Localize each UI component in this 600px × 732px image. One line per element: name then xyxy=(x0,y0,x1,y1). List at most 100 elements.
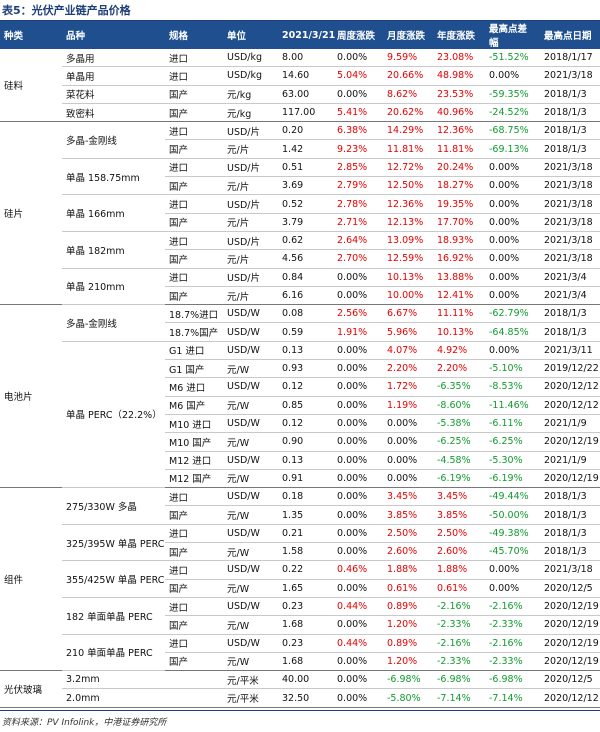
monthly-change-cell: 1.19% xyxy=(383,396,433,415)
spec-cell: 国产 xyxy=(165,579,223,598)
spec-cell: 国产 xyxy=(165,139,223,159)
unit-cell: 元/W xyxy=(223,652,278,672)
peak-diff-cell: -45.70% xyxy=(485,542,540,562)
spec-cell: 进口 xyxy=(165,158,223,178)
yearly-change-cell: 17.70% xyxy=(433,213,485,232)
spec-cell: 进口 xyxy=(165,268,223,287)
price-cell: 8.00 xyxy=(278,49,333,68)
weekly-change-cell: 0.00% xyxy=(333,341,383,361)
unit-cell: 元/W xyxy=(223,432,278,452)
variety-cell: 单晶 210mm xyxy=(62,268,165,306)
spec-cell: 进口 xyxy=(165,231,223,251)
price-cell: 0.13 xyxy=(278,451,333,470)
peak-date-cell: 2021/3/18 xyxy=(540,231,600,251)
price-cell: 3.79 xyxy=(278,213,333,232)
peak-date-cell: 2020/12/19 xyxy=(540,652,600,672)
column-header: 2021/3/21 xyxy=(278,21,335,49)
table-row: M12 进口 USD/W 0.13 0.00% 0.00% -4.58% -5.30% 202… xyxy=(0,451,600,470)
monthly-change-cell: 0.00% xyxy=(383,432,433,452)
table-row: 国产 元/片 1.42 9.23% 11.81% 11.81% -69.13% 2018/1/… xyxy=(0,139,600,159)
price-cell: 0.51 xyxy=(278,158,333,178)
variety-cell: 355/425W 单晶 PERC xyxy=(62,560,165,598)
peak-date-cell: 2021/3/18 xyxy=(540,560,600,580)
table-row: 组件 275/330W 多晶 进口 USD/W 0.18 0.00% 3.45% 3.45% -… xyxy=(0,487,600,672)
unit-cell: 元/W xyxy=(223,469,278,489)
monthly-change-cell: 0.61% xyxy=(383,579,433,598)
yearly-change-cell: 13.88% xyxy=(433,268,485,287)
peak-date-cell: 2018/1/3 xyxy=(540,322,600,342)
table-row: 单晶 158.75mm 进口 USD/片 0.51 2.85% 12.72% 20.24% 0… xyxy=(0,158,600,196)
price-cell: 6.16 xyxy=(278,286,333,306)
price-cell: 0.23 xyxy=(278,597,333,617)
unit-cell: USD/W xyxy=(223,322,278,342)
unit-cell: 元/W xyxy=(223,615,278,635)
peak-diff-cell: 0.00% xyxy=(485,341,540,361)
spec-cell: M10 国产 xyxy=(165,432,223,452)
spec-cell: M12 国产 xyxy=(165,469,223,489)
table-row: M12 国产 元/W 0.91 0.00% 0.00% -6.19% -6.19% 2020/… xyxy=(0,469,600,489)
price-cell: 1.35 xyxy=(278,505,333,525)
peak-date-cell: 2018/1/3 xyxy=(540,487,600,507)
peak-diff-cell: -6.11% xyxy=(485,414,540,434)
unit-cell: 元/平米 xyxy=(223,688,278,708)
spec-cell: M6 进口 xyxy=(165,377,223,397)
monthly-change-cell: 1.20% xyxy=(383,652,433,672)
spec-cell: 进口 xyxy=(165,66,223,86)
price-cell: 0.59 xyxy=(278,322,333,342)
peak-date-cell: 2018/1/3 xyxy=(540,524,600,544)
unit-cell: USD/W xyxy=(223,414,278,434)
unit-cell: 元/W xyxy=(223,505,278,525)
weekly-change-cell: 0.00% xyxy=(333,524,383,544)
price-cell: 1.65 xyxy=(278,579,333,598)
monthly-change-cell: 12.13% xyxy=(383,213,433,232)
monthly-change-cell: 2.60% xyxy=(383,542,433,562)
spec-cell: 国产 xyxy=(165,249,223,269)
peak-date-cell: 2020/12/12 xyxy=(540,377,600,397)
price-cell: 63.00 xyxy=(278,85,333,104)
unit-cell: 元/片 xyxy=(223,286,278,306)
weekly-change-cell: 5.04% xyxy=(333,66,383,86)
table-row: 单晶 210mm 进口 USD/片 0.84 0.00% 10.13% 13.88% 0.00… xyxy=(0,268,600,306)
peak-diff-cell: -69.13% xyxy=(485,139,540,159)
yearly-change-cell: -6.35% xyxy=(433,377,485,397)
yearly-change-cell: 11.11% xyxy=(433,304,485,324)
table-row: 光伏玻璃 3.2mm 元/平米 40.00 0.00% -6.98% -6.98% -6.98… xyxy=(0,670,600,708)
price-cell: 0.13 xyxy=(278,341,333,361)
monthly-change-cell: 8.62% xyxy=(383,85,433,104)
peak-date-cell: 2021/3/11 xyxy=(540,341,600,361)
peak-date-cell: 2020/12/19 xyxy=(540,634,600,653)
category-cell: 硅料 xyxy=(0,49,62,123)
spec-cell: 18.7%国产 xyxy=(165,322,223,342)
peak-diff-cell: -6.19% xyxy=(485,469,540,489)
monthly-change-cell: 9.59% xyxy=(383,49,433,68)
monthly-change-cell: -5.80% xyxy=(383,688,433,708)
price-cell: 0.85 xyxy=(278,396,333,415)
price-cell: 0.20 xyxy=(278,121,333,141)
variety-cell: 多晶-金刚线 xyxy=(62,304,165,342)
table-row: 国产 元/W 1.65 0.00% 0.61% 0.61% 0.00% 2020/12/5 xyxy=(0,579,600,598)
table-row: 硅料 多晶用 进口 USD/kg 8.00 0.00% 9.59% 23.08% -51.52%… xyxy=(0,49,600,123)
variety-cell: 单晶 158.75mm xyxy=(62,158,165,196)
table-row: 电池片 多晶-金刚线 18.7%进口 USD/W 0.08 2.56% 6.67% 11.11… xyxy=(0,304,600,489)
monthly-change-cell: 1.72% xyxy=(383,377,433,397)
variety-cell: 单晶用 xyxy=(62,66,165,86)
peak-diff-cell: -49.44% xyxy=(485,487,540,507)
column-header: 规格 xyxy=(165,21,223,49)
peak-diff-cell: -7.14% xyxy=(485,688,540,708)
peak-date-cell: 2018/1/17 xyxy=(540,49,600,68)
weekly-change-cell: 5.41% xyxy=(333,103,383,123)
yearly-change-cell: -7.14% xyxy=(433,688,485,708)
weekly-change-cell: 1.91% xyxy=(333,322,383,342)
weekly-change-cell: 2.78% xyxy=(333,194,383,214)
monthly-change-cell: 5.96% xyxy=(383,322,433,342)
peak-date-cell: 2021/3/4 xyxy=(540,286,600,306)
spec-cell: G1 国产 xyxy=(165,359,223,379)
peak-diff-cell: 0.00% xyxy=(485,560,540,580)
variety-cell: 2.0mm xyxy=(62,688,165,708)
price-cell: 4.56 xyxy=(278,249,333,269)
price-cell: 0.93 xyxy=(278,359,333,379)
unit-cell: USD/kg xyxy=(223,49,278,68)
weekly-change-cell: 0.00% xyxy=(333,652,383,672)
table-row: 18.7%国产 USD/W 0.59 1.91% 5.96% 10.13% -64.85% 2… xyxy=(0,322,600,342)
